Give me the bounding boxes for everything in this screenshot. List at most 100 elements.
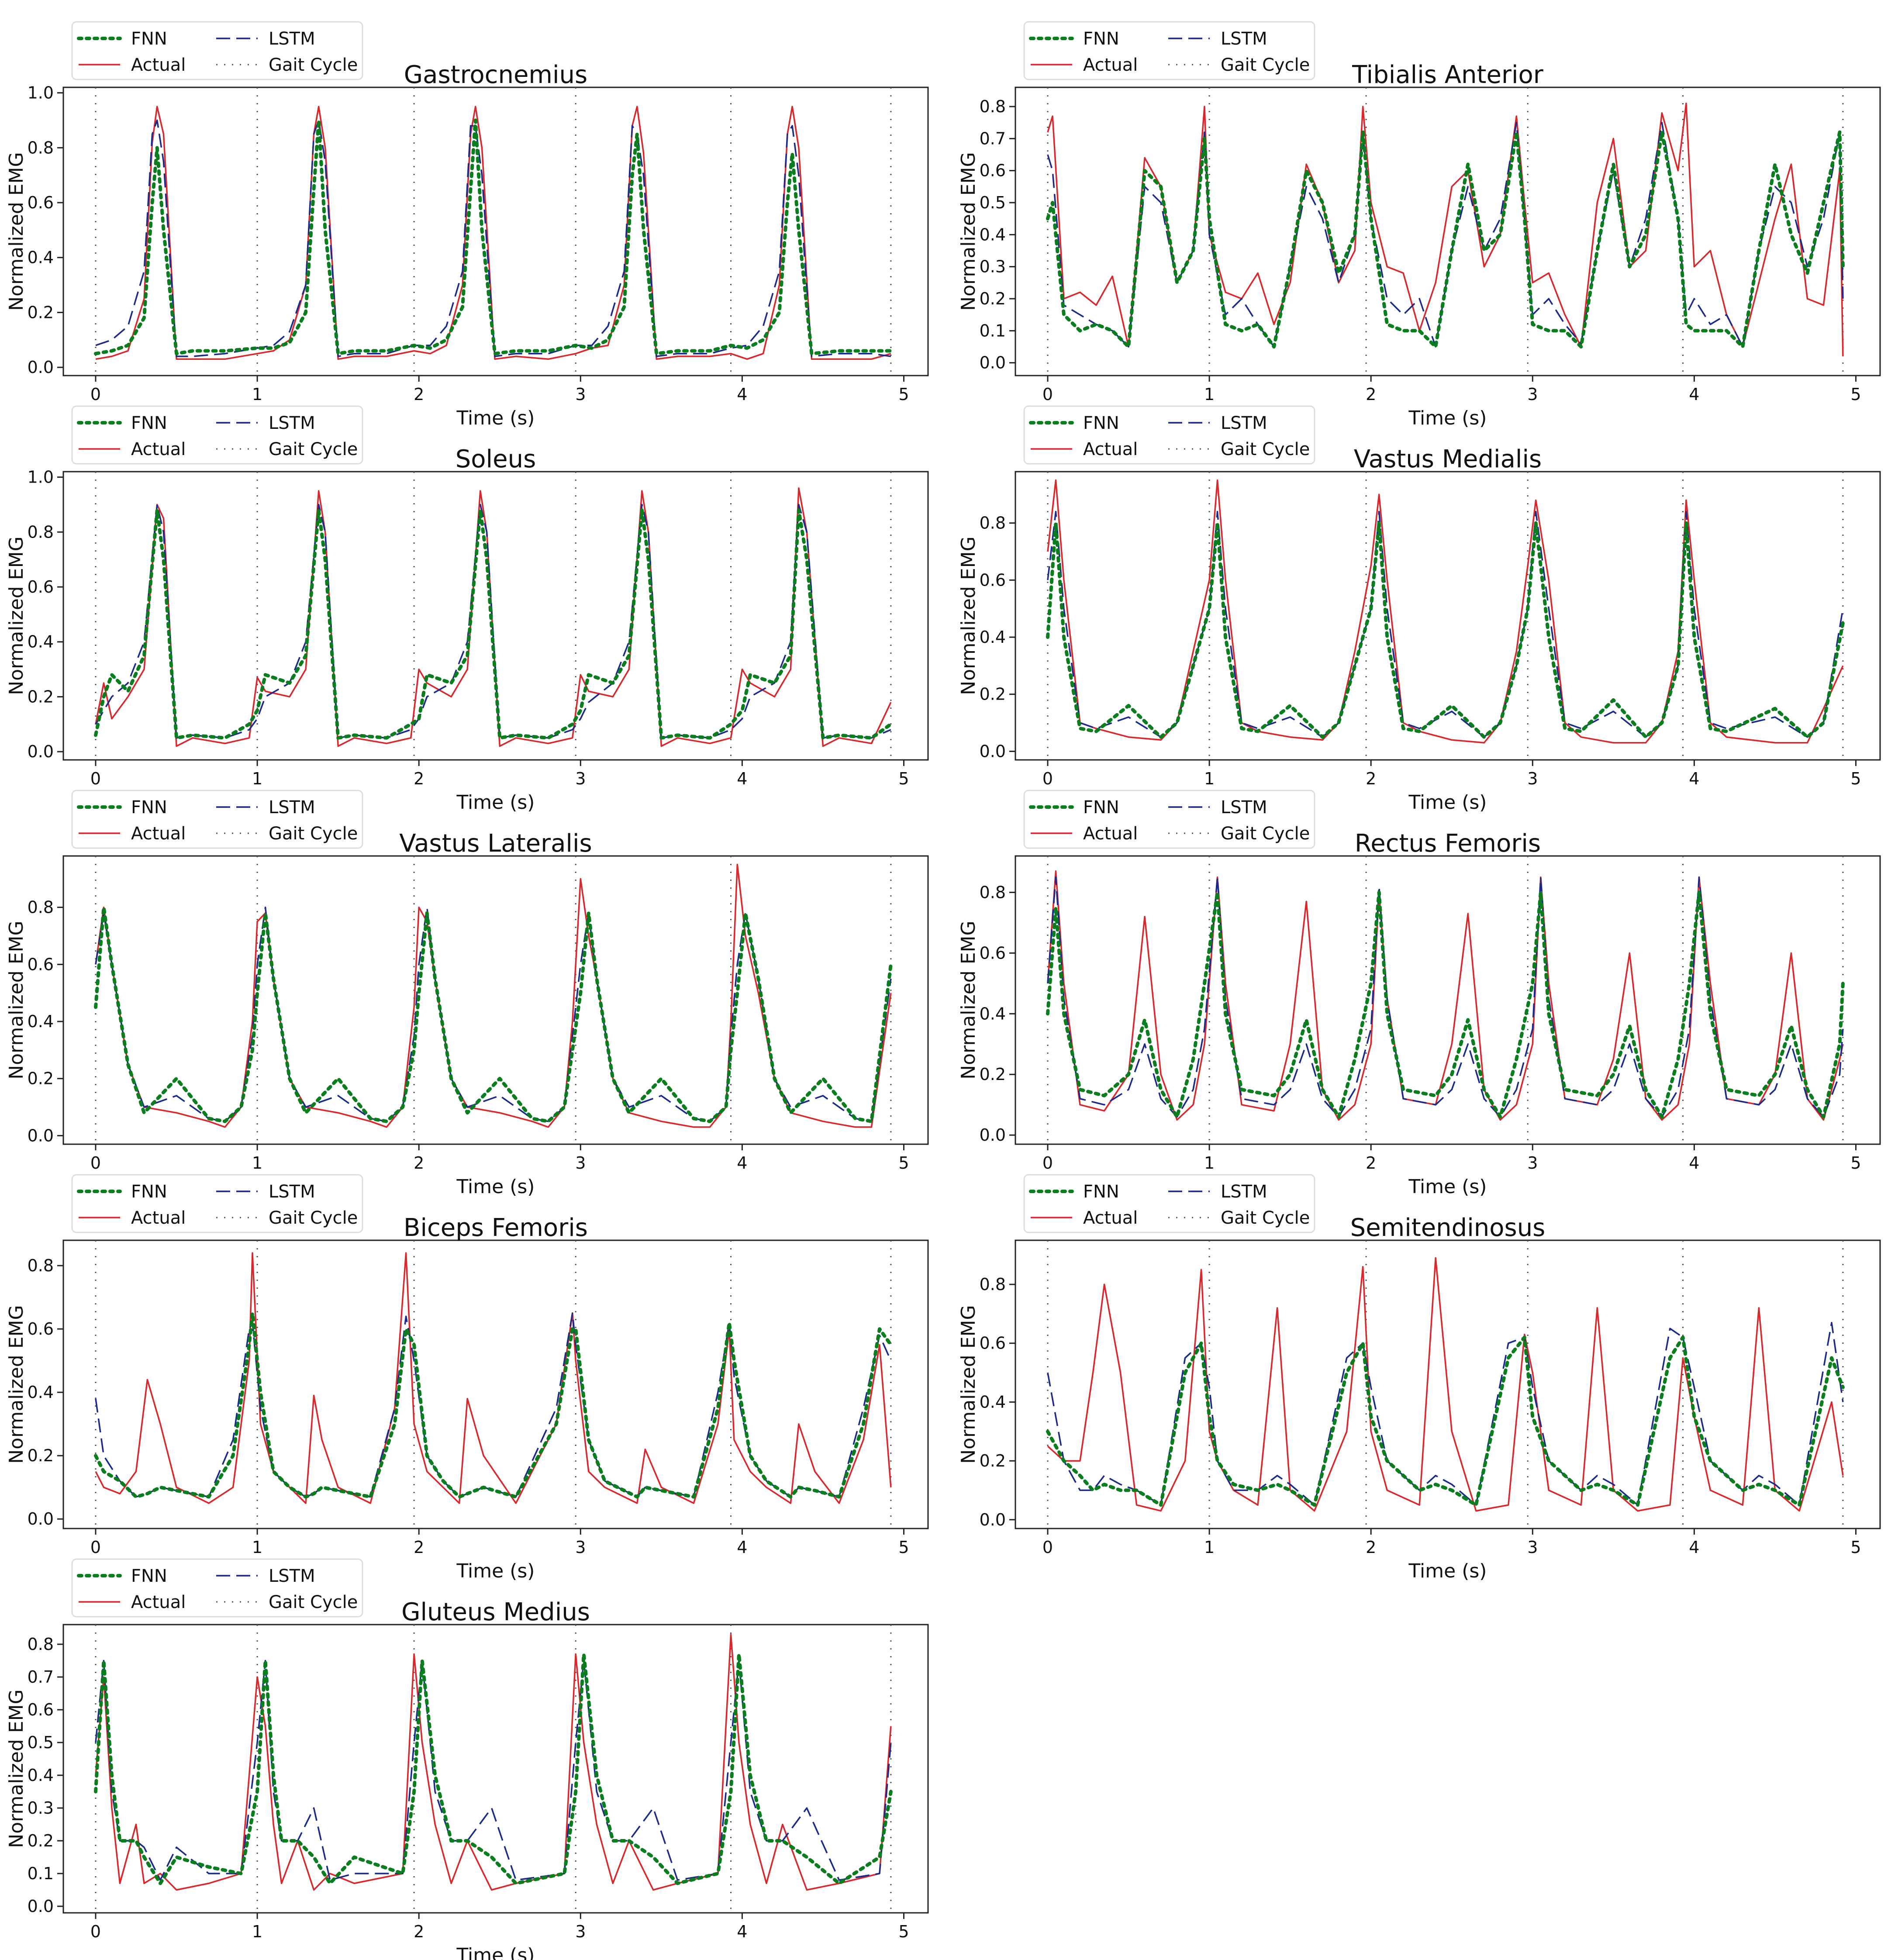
x-tick-label-1: 1 xyxy=(252,769,262,788)
x-tick-label-3: 3 xyxy=(575,1538,586,1557)
y-tick-label-2: 0.4 xyxy=(28,1012,54,1031)
panel-soleus: 0 1 2 3 4 5 0.0 0.2 0.4 0.6 0.8 1.0 Time (s) Normaliz… xyxy=(5,405,929,814)
y-tick-label-4: 0.8 xyxy=(28,522,54,542)
legend-label-actual: Actual xyxy=(131,824,186,844)
x-tick-label-2: 2 xyxy=(1366,1153,1376,1173)
x-tick-label-0: 0 xyxy=(90,385,101,404)
y-tick-label-7: 0.7 xyxy=(28,1667,54,1687)
x-tick-label-5: 5 xyxy=(1850,769,1861,788)
legend-box xyxy=(1023,21,1315,80)
x-tick-label-5: 5 xyxy=(1850,1538,1861,1557)
legend: FNN LSTM Actual Gait Cycle xyxy=(1023,1174,1315,1233)
chart-title: Vastus Medialis xyxy=(1354,445,1542,473)
legend-label-fnn: FNN xyxy=(1083,1182,1119,1202)
series-line-lstm xyxy=(95,504,891,739)
x-tick-label-5: 5 xyxy=(1850,385,1861,404)
y-tick-label-3: 0.6 xyxy=(980,1334,1006,1353)
y-tick-label-2: 0.2 xyxy=(980,289,1006,308)
legend: FNN LSTM Actual Gait Cycle xyxy=(71,1558,363,1618)
series-line-fnn xyxy=(1046,890,1845,1119)
y-tick-label-3: 0.6 xyxy=(980,943,1006,963)
x-tick-label-4: 4 xyxy=(1689,1538,1699,1557)
x-tick-label-3: 3 xyxy=(1527,1538,1538,1557)
x-tick-label-2: 2 xyxy=(414,1922,424,1941)
legend: FNN LSTM Actual Gait Cycle xyxy=(1023,21,1315,80)
x-tick-label-3: 3 xyxy=(575,769,586,788)
axes-frame xyxy=(62,1624,929,1914)
legend-label-lstm: LSTM xyxy=(269,797,315,818)
x-tick-label-0: 0 xyxy=(1042,769,1053,788)
x-tick-label-3: 3 xyxy=(1527,769,1538,788)
y-tick-label-2: 0.4 xyxy=(980,1392,1006,1411)
panel-vastus-lateralis: 0 1 2 3 4 5 0.0 0.2 0.4 0.6 0.8 Time (s) Normalized … xyxy=(5,790,929,1198)
y-tick-label-2: 0.4 xyxy=(28,1383,54,1402)
y-tick-label-0: 0.0 xyxy=(28,358,54,377)
x-tick-label-1: 1 xyxy=(1204,385,1215,404)
x-tick-label-1: 1 xyxy=(252,1538,262,1557)
x-tick-label-2: 2 xyxy=(1366,1538,1376,1557)
y-axis-label: Normalized EMG xyxy=(5,1689,28,1848)
y-tick-label-6: 0.6 xyxy=(28,1700,54,1719)
y-tick-label-3: 0.6 xyxy=(28,577,54,597)
panel-tibialis-anterior: 0 1 2 3 4 5 0.0 0.1 0.2 0.3 0.4 0.5 0.6 0.7 0.8 Time (s… xyxy=(957,21,1881,429)
y-tick-label-4: 0.4 xyxy=(980,225,1006,244)
legend: FNN LSTM Actual Gait Cycle xyxy=(71,21,363,80)
series-line-actual xyxy=(1047,870,1844,1121)
y-tick-label-8: 0.8 xyxy=(28,1635,54,1654)
y-tick-label-0: 0.0 xyxy=(980,742,1006,761)
y-tick-label-2: 0.4 xyxy=(980,628,1006,647)
y-tick-label-1: 0.2 xyxy=(980,685,1006,704)
series-line-fnn xyxy=(94,905,893,1123)
legend: FNN LSTM Actual Gait Cycle xyxy=(1023,405,1315,465)
legend-label-fnn: FNN xyxy=(131,1182,167,1202)
x-axis-label: Time (s) xyxy=(456,1560,535,1582)
chart-title: Vastus Lateralis xyxy=(399,829,592,858)
y-tick-label-2: 0.4 xyxy=(980,1004,1006,1023)
legend-label-fnn: FNN xyxy=(1083,797,1119,818)
x-tick-label-3: 3 xyxy=(1527,1153,1538,1173)
x-tick-label-5: 5 xyxy=(898,769,909,788)
axes-frame xyxy=(1015,855,1881,1145)
legend-box xyxy=(1023,790,1315,849)
x-tick-label-2: 2 xyxy=(1366,385,1376,404)
chart-title: Gluteus Medius xyxy=(401,1598,590,1626)
x-tick-label-2: 2 xyxy=(1366,769,1376,788)
legend-label-actual: Actual xyxy=(1083,55,1138,75)
x-tick-label-5: 5 xyxy=(898,1538,909,1557)
x-tick-label-0: 0 xyxy=(90,1922,101,1941)
series-line-fnn xyxy=(94,1311,893,1499)
y-tick-label-1: 0.2 xyxy=(28,303,54,322)
y-axis-label: Normalized EMG xyxy=(5,536,28,695)
series-line-fnn xyxy=(1046,521,1845,739)
axes-frame xyxy=(62,1239,929,1529)
y-tick-label-1: 0.2 xyxy=(980,1451,1006,1470)
y-tick-label-3: 0.6 xyxy=(980,570,1006,590)
legend-label-actual: Actual xyxy=(131,439,186,459)
x-tick-label-4: 4 xyxy=(737,1153,747,1173)
panel-biceps-femoris: 0 1 2 3 4 5 0.0 0.2 0.4 0.6 0.8 Time (s) Normalized … xyxy=(5,1174,929,1582)
legend-label-fnn: FNN xyxy=(131,797,167,818)
y-tick-label-5: 1.0 xyxy=(28,83,54,103)
chart-title: Tibialis Anterior xyxy=(1352,61,1544,89)
legend-box xyxy=(1023,1174,1315,1233)
panel-gluteus-medius: 0 1 2 3 4 5 0.0 0.1 0.2 0.3 0.4 0.5 0.6 0.7 0.8 Time (s… xyxy=(5,1558,929,1960)
x-tick-label-1: 1 xyxy=(1204,1538,1215,1557)
legend-label-gait: Gait Cycle xyxy=(1221,439,1310,459)
series-line-fnn xyxy=(94,118,893,355)
legend-label-fnn: FNN xyxy=(131,1566,167,1586)
x-tick-label-2: 2 xyxy=(414,1538,424,1557)
chart-title: Semitendinosus xyxy=(1350,1214,1546,1242)
legend-label-lstm: LSTM xyxy=(1221,413,1267,433)
x-tick-label-0: 0 xyxy=(1042,385,1053,404)
y-tick-label-1: 0.2 xyxy=(980,1065,1006,1084)
y-tick-label-2: 0.4 xyxy=(28,632,54,652)
chart-title: Biceps Femoris xyxy=(404,1214,588,1242)
chart-title: Soleus xyxy=(456,445,536,473)
legend-label-lstm: LSTM xyxy=(269,29,315,49)
y-axis-label: Normalized EMG xyxy=(957,152,980,311)
y-tick-label-3: 0.6 xyxy=(28,193,54,212)
panel-vastus-medialis: 0 1 2 3 4 5 0.0 0.2 0.4 0.6 0.8 Time (s) Normalized … xyxy=(957,405,1881,814)
x-tick-label-4: 4 xyxy=(737,385,747,404)
y-tick-label-0: 0.0 xyxy=(28,1126,54,1145)
